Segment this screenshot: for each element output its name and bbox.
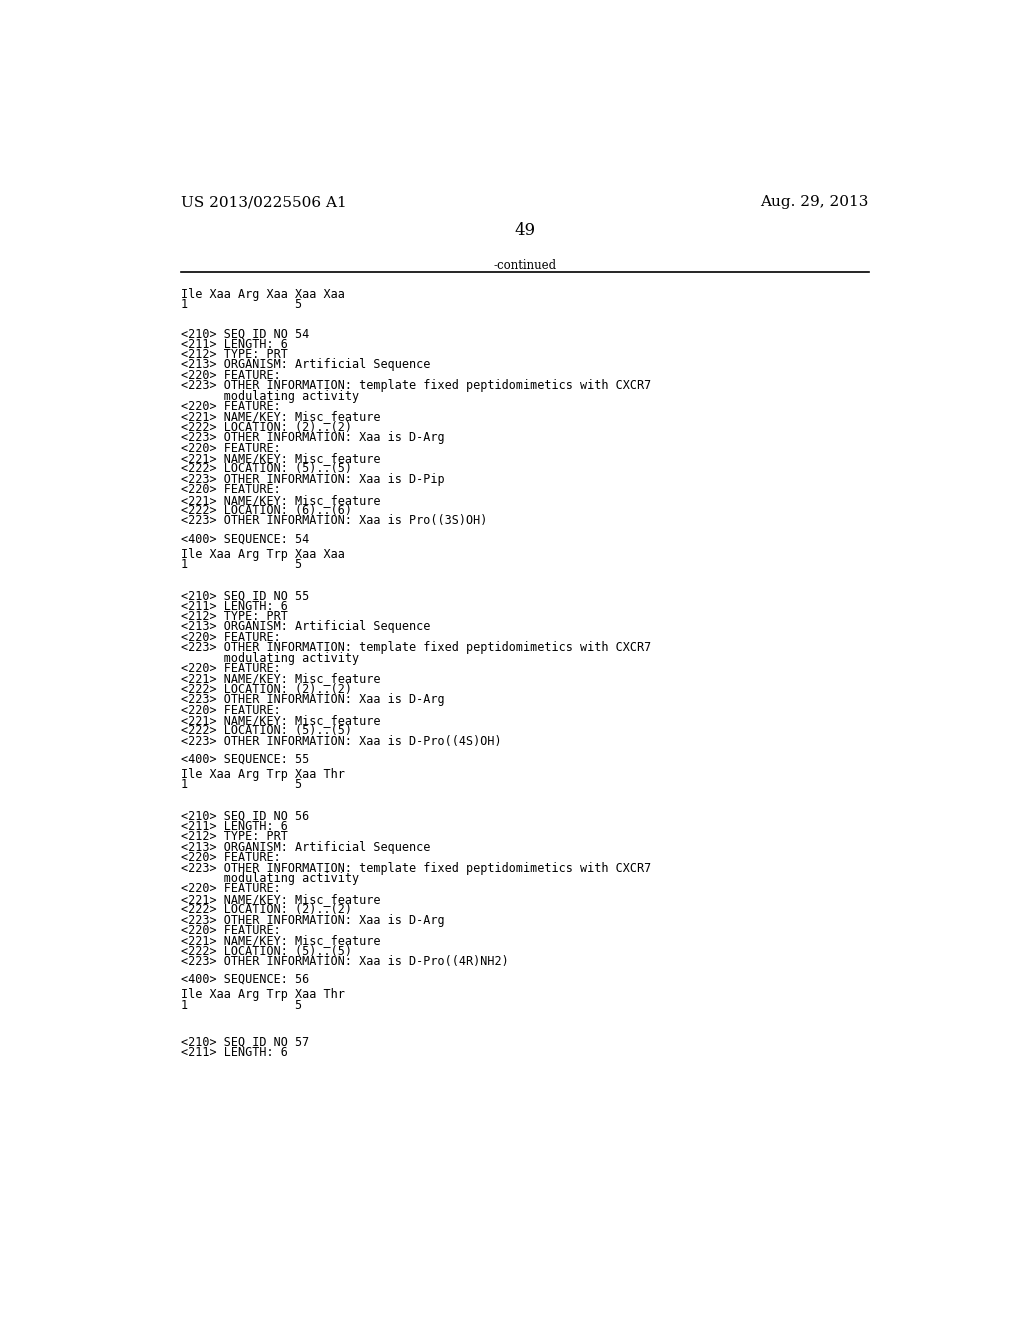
Text: <223> OTHER INFORMATION: Xaa is D-Arg: <223> OTHER INFORMATION: Xaa is D-Arg: [180, 913, 444, 927]
Text: <222> LOCATION: (2)..(2): <222> LOCATION: (2)..(2): [180, 421, 351, 434]
Text: <213> ORGANISM: Artificial Sequence: <213> ORGANISM: Artificial Sequence: [180, 841, 430, 854]
Text: <210> SEQ ID NO 57: <210> SEQ ID NO 57: [180, 1035, 309, 1048]
Text: <220> FEATURE:: <220> FEATURE:: [180, 704, 281, 717]
Text: <221> NAME/KEY: Misc_feature: <221> NAME/KEY: Misc_feature: [180, 892, 380, 906]
Text: <223> OTHER INFORMATION: Xaa is D-Pip: <223> OTHER INFORMATION: Xaa is D-Pip: [180, 473, 444, 486]
Text: <221> NAME/KEY: Misc_feature: <221> NAME/KEY: Misc_feature: [180, 935, 380, 948]
Text: <213> ORGANISM: Artificial Sequence: <213> ORGANISM: Artificial Sequence: [180, 620, 430, 634]
Text: 1               5: 1 5: [180, 779, 302, 792]
Text: Aug. 29, 2013: Aug. 29, 2013: [761, 195, 869, 210]
Text: 1               5: 1 5: [180, 558, 302, 572]
Text: <223> OTHER INFORMATION: template fixed peptidomimetics with CXCR7: <223> OTHER INFORMATION: template fixed …: [180, 862, 651, 875]
Text: <220> FEATURE:: <220> FEATURE:: [180, 663, 281, 675]
Text: Ile Xaa Arg Xaa Xaa Xaa: Ile Xaa Arg Xaa Xaa Xaa: [180, 288, 344, 301]
Text: <221> NAME/KEY: Misc_feature: <221> NAME/KEY: Misc_feature: [180, 411, 380, 424]
Text: <222> LOCATION: (2)..(2): <222> LOCATION: (2)..(2): [180, 682, 351, 696]
Text: <223> OTHER INFORMATION: template fixed peptidomimetics with CXCR7: <223> OTHER INFORMATION: template fixed …: [180, 379, 651, 392]
Text: Ile Xaa Arg Trp Xaa Xaa: Ile Xaa Arg Trp Xaa Xaa: [180, 548, 344, 561]
Text: 1               5: 1 5: [180, 298, 302, 312]
Text: <220> FEATURE:: <220> FEATURE:: [180, 851, 281, 865]
Text: <221> NAME/KEY: Misc_feature: <221> NAME/KEY: Misc_feature: [180, 714, 380, 727]
Text: <223> OTHER INFORMATION: Xaa is D-Arg: <223> OTHER INFORMATION: Xaa is D-Arg: [180, 693, 444, 706]
Text: <212> TYPE: PRT: <212> TYPE: PRT: [180, 610, 288, 623]
Text: modulating activity: modulating activity: [180, 652, 358, 664]
Text: 1               5: 1 5: [180, 999, 302, 1011]
Text: <222> LOCATION: (2)..(2): <222> LOCATION: (2)..(2): [180, 903, 351, 916]
Text: <400> SEQUENCE: 55: <400> SEQUENCE: 55: [180, 752, 309, 766]
Text: <221> NAME/KEY: Misc_feature: <221> NAME/KEY: Misc_feature: [180, 451, 380, 465]
Text: <400> SEQUENCE: 54: <400> SEQUENCE: 54: [180, 532, 309, 545]
Text: <223> OTHER INFORMATION: Xaa is Pro((3S)OH): <223> OTHER INFORMATION: Xaa is Pro((3S)…: [180, 515, 487, 528]
Text: <221> NAME/KEY: Misc_feature: <221> NAME/KEY: Misc_feature: [180, 494, 380, 507]
Text: modulating activity: modulating activity: [180, 873, 358, 884]
Text: <220> FEATURE:: <220> FEATURE:: [180, 631, 281, 644]
Text: <223> OTHER INFORMATION: Xaa is D-Arg: <223> OTHER INFORMATION: Xaa is D-Arg: [180, 432, 444, 445]
Text: <220> FEATURE:: <220> FEATURE:: [180, 483, 281, 496]
Text: <212> TYPE: PRT: <212> TYPE: PRT: [180, 830, 288, 843]
Text: <222> LOCATION: (5)..(5): <222> LOCATION: (5)..(5): [180, 725, 351, 738]
Text: <222> LOCATION: (6)..(6): <222> LOCATION: (6)..(6): [180, 504, 351, 517]
Text: modulating activity: modulating activity: [180, 389, 358, 403]
Text: US 2013/0225506 A1: US 2013/0225506 A1: [180, 195, 346, 210]
Text: <220> FEATURE:: <220> FEATURE:: [180, 400, 281, 413]
Text: <223> OTHER INFORMATION: Xaa is D-Pro((4R)NH2): <223> OTHER INFORMATION: Xaa is D-Pro((4…: [180, 956, 509, 968]
Text: <211> LENGTH: 6: <211> LENGTH: 6: [180, 1045, 288, 1059]
Text: <400> SEQUENCE: 56: <400> SEQUENCE: 56: [180, 973, 309, 986]
Text: <211> LENGTH: 6: <211> LENGTH: 6: [180, 820, 288, 833]
Text: Ile Xaa Arg Trp Xaa Thr: Ile Xaa Arg Trp Xaa Thr: [180, 989, 344, 1002]
Text: <220> FEATURE:: <220> FEATURE:: [180, 882, 281, 895]
Text: <213> ORGANISM: Artificial Sequence: <213> ORGANISM: Artificial Sequence: [180, 359, 430, 371]
Text: 49: 49: [514, 222, 536, 239]
Text: Ile Xaa Arg Trp Xaa Thr: Ile Xaa Arg Trp Xaa Thr: [180, 768, 344, 781]
Text: <220> FEATURE:: <220> FEATURE:: [180, 442, 281, 454]
Text: <211> LENGTH: 6: <211> LENGTH: 6: [180, 599, 288, 612]
Text: <222> LOCATION: (5)..(5): <222> LOCATION: (5)..(5): [180, 462, 351, 475]
Text: <210> SEQ ID NO 54: <210> SEQ ID NO 54: [180, 327, 309, 341]
Text: <210> SEQ ID NO 56: <210> SEQ ID NO 56: [180, 809, 309, 822]
Text: <223> OTHER INFORMATION: template fixed peptidomimetics with CXCR7: <223> OTHER INFORMATION: template fixed …: [180, 642, 651, 655]
Text: <223> OTHER INFORMATION: Xaa is D-Pro((4S)OH): <223> OTHER INFORMATION: Xaa is D-Pro((4…: [180, 735, 502, 747]
Text: <222> LOCATION: (5)..(5): <222> LOCATION: (5)..(5): [180, 945, 351, 958]
Text: <211> LENGTH: 6: <211> LENGTH: 6: [180, 338, 288, 351]
Text: -continued: -continued: [494, 259, 556, 272]
Text: <210> SEQ ID NO 55: <210> SEQ ID NO 55: [180, 589, 309, 602]
Text: <220> FEATURE:: <220> FEATURE:: [180, 924, 281, 937]
Text: <212> TYPE: PRT: <212> TYPE: PRT: [180, 348, 288, 362]
Text: <220> FEATURE:: <220> FEATURE:: [180, 368, 281, 381]
Text: <221> NAME/KEY: Misc_feature: <221> NAME/KEY: Misc_feature: [180, 672, 380, 685]
